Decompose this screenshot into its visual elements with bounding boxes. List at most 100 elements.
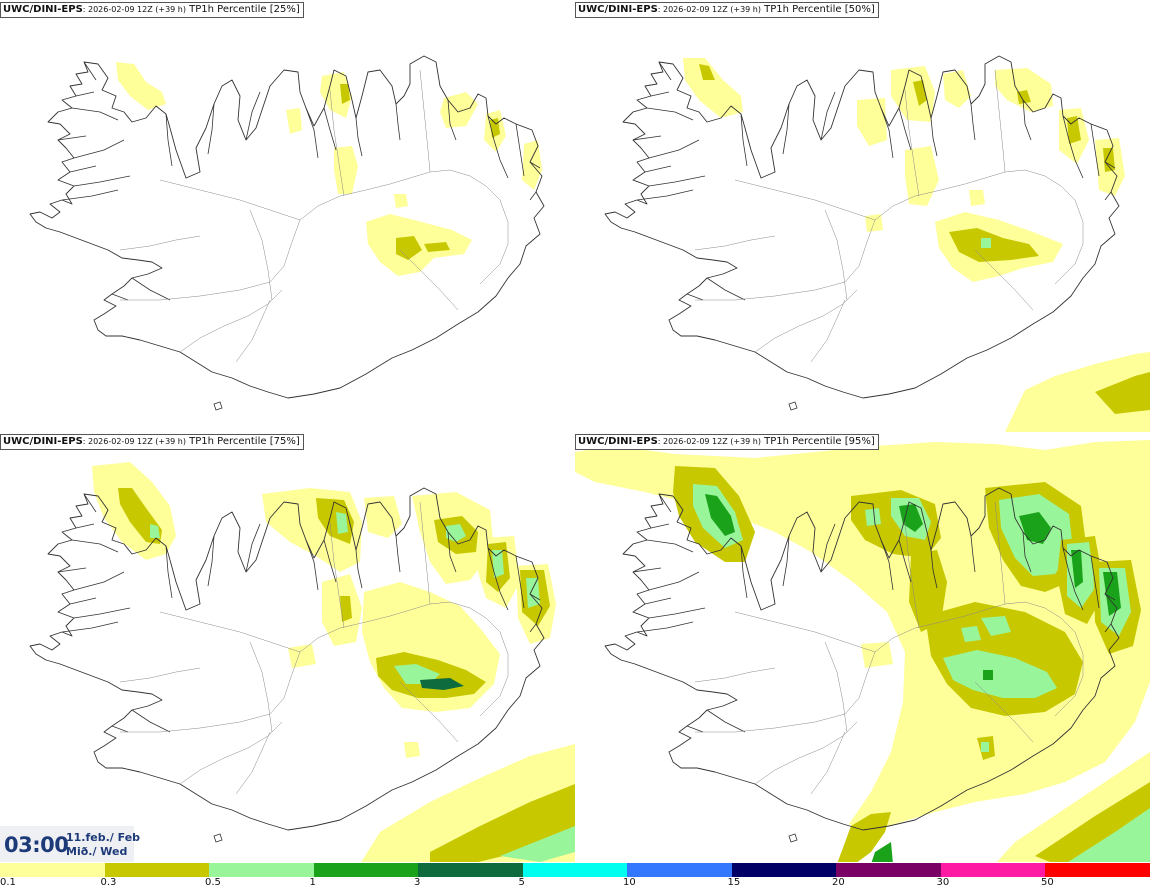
fjord-line bbox=[83, 61, 97, 81]
fjord-line bbox=[782, 103, 790, 155]
iceland-outline bbox=[604, 487, 1120, 831]
legend-tick-label: 30 bbox=[936, 877, 950, 888]
island-outline bbox=[788, 833, 798, 843]
fjord-line bbox=[930, 549, 938, 589]
fjord-line bbox=[57, 135, 87, 141]
precip-field bbox=[683, 58, 1150, 432]
fjord-line bbox=[73, 571, 125, 591]
fjord-line bbox=[970, 103, 976, 141]
fjord-line bbox=[898, 107, 912, 151]
valid-time-clock: 03:00 bbox=[4, 833, 69, 857]
precip-contour bbox=[981, 616, 1011, 636]
legend-swatch bbox=[940, 863, 1046, 877]
map-p25 bbox=[29, 55, 545, 411]
precip-contour bbox=[943, 70, 971, 108]
coastline bbox=[604, 55, 1120, 411]
precip-contour bbox=[899, 504, 923, 532]
precip-contour bbox=[1065, 808, 1150, 864]
fjord-line bbox=[650, 523, 670, 529]
precip-contour bbox=[981, 238, 991, 248]
fjord-line bbox=[686, 293, 704, 301]
precip-contour bbox=[949, 228, 1039, 262]
fjord-line bbox=[646, 539, 694, 553]
fjord-line bbox=[515, 123, 525, 177]
fjord-line bbox=[355, 549, 363, 589]
fjord-line bbox=[69, 597, 97, 605]
valid-date-line-2: Mið./ Wed bbox=[66, 845, 128, 858]
fjord-line bbox=[165, 545, 173, 599]
fjord-line bbox=[57, 567, 87, 573]
fjord-line bbox=[207, 103, 215, 155]
island-outline bbox=[788, 401, 798, 411]
fjord-line bbox=[1090, 123, 1100, 177]
road-line bbox=[399, 681, 459, 743]
run-time: : 2026-02-09 12Z (+39 h) bbox=[657, 437, 761, 446]
road-line bbox=[695, 169, 1084, 301]
legend-swatch bbox=[522, 863, 628, 877]
precip-contour bbox=[286, 108, 302, 134]
model-name: UWC/DINI-EPS bbox=[3, 4, 83, 15]
fjord-line bbox=[395, 103, 401, 141]
model-name: UWC/DINI-EPS bbox=[578, 436, 658, 447]
legend-tick-label: 0.3 bbox=[100, 877, 117, 888]
fjord-line bbox=[73, 175, 131, 187]
iceland-outline bbox=[29, 55, 545, 399]
fjord-line bbox=[323, 539, 337, 583]
fjord-line bbox=[1090, 555, 1100, 609]
fjord-line bbox=[970, 535, 976, 573]
fjord-line bbox=[61, 621, 119, 633]
fjord-line bbox=[69, 165, 97, 173]
precip-contour bbox=[424, 242, 450, 252]
road-line bbox=[235, 731, 271, 795]
legend-tick-label: 15 bbox=[727, 877, 741, 888]
precip-contour bbox=[336, 512, 348, 534]
precip-contour bbox=[334, 146, 358, 194]
fjord-line bbox=[740, 113, 748, 167]
fjord-line bbox=[1062, 115, 1084, 179]
island-outline bbox=[213, 833, 223, 843]
fjord-line bbox=[245, 523, 261, 573]
fjord-line bbox=[61, 189, 119, 201]
road-line bbox=[120, 169, 509, 301]
precip-contour bbox=[492, 550, 504, 578]
road-line bbox=[810, 731, 846, 795]
fjord-line bbox=[73, 139, 125, 159]
parameter-label: TP1h Percentile [50%] bbox=[760, 4, 875, 15]
road-line bbox=[159, 179, 301, 221]
precip-contour bbox=[320, 72, 352, 118]
fjord-line bbox=[658, 493, 672, 513]
road-line bbox=[974, 249, 1034, 311]
legend-swatch bbox=[836, 863, 942, 877]
panel-p95: UWC/DINI-EPS: 2026-02-09 12Z (+39 h) TP1… bbox=[575, 432, 1150, 864]
precip-contour bbox=[865, 508, 881, 526]
fjord-line bbox=[644, 597, 672, 605]
fjord-line bbox=[1104, 191, 1112, 201]
road-line bbox=[419, 501, 431, 605]
precip-field bbox=[575, 440, 1150, 864]
map-p95 bbox=[575, 440, 1150, 864]
road-line bbox=[810, 299, 846, 363]
precip-contour bbox=[1095, 372, 1150, 414]
fjord-line bbox=[447, 531, 457, 573]
fjord-line bbox=[880, 107, 894, 159]
legend-tick-label: 10 bbox=[623, 877, 636, 888]
precip-contour bbox=[983, 670, 993, 680]
road-line bbox=[994, 501, 1006, 605]
fjord-line bbox=[131, 277, 171, 301]
fjord-line bbox=[529, 593, 541, 601]
legend-swatch bbox=[731, 863, 837, 877]
fjord-line bbox=[487, 115, 509, 179]
fjord-line bbox=[646, 107, 694, 121]
precip-contour bbox=[404, 742, 420, 758]
road-line bbox=[399, 249, 459, 311]
precip-contour bbox=[1103, 572, 1121, 616]
valid-date-line-1: 11.feb./ Feb bbox=[66, 831, 141, 844]
legend-swatch bbox=[313, 863, 419, 877]
fjord-line bbox=[1104, 161, 1116, 169]
fjord-line bbox=[706, 709, 746, 733]
fjord-line bbox=[323, 107, 337, 151]
legend-swatch bbox=[0, 863, 106, 877]
precip-contour bbox=[905, 146, 939, 206]
road-line bbox=[235, 299, 271, 363]
